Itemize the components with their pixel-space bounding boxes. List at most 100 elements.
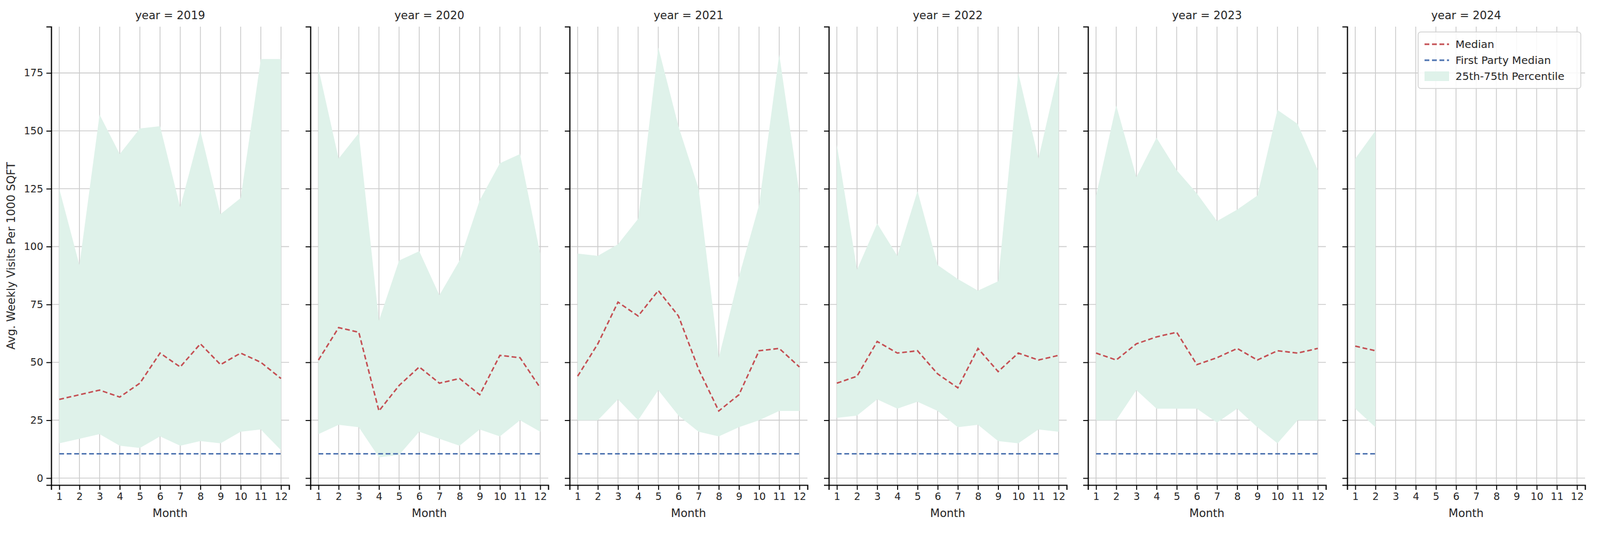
x-tick-mark	[1435, 485, 1437, 491]
x-tick: 2	[335, 485, 342, 503]
x-axis-line	[570, 485, 808, 491]
x-tick-mark	[1556, 485, 1558, 491]
legend-swatch	[1424, 71, 1450, 82]
y-tick: 125	[24, 182, 52, 195]
percentile-band	[318, 68, 541, 458]
x-tick-mark	[1236, 485, 1238, 491]
x-tick-mark	[597, 485, 599, 491]
x-tick-mark	[520, 485, 522, 491]
y-tick	[824, 188, 829, 190]
y-tick	[305, 304, 311, 306]
x-axis: 123456789101112	[829, 485, 1068, 503]
y-tick	[1342, 188, 1348, 190]
x-tick: 12	[1311, 485, 1325, 503]
figure: 1234567891011120255075100125150175year =…	[0, 0, 1600, 533]
x-tick-mark	[459, 485, 461, 491]
y-axis-line	[46, 27, 52, 486]
x-tick-mark	[438, 485, 440, 491]
x-tick-label: 8	[974, 490, 982, 503]
x-tick-mark	[718, 485, 720, 491]
y-axis-line	[1083, 27, 1089, 486]
series-line	[1096, 453, 1318, 455]
panel-title: year = 2022	[912, 9, 983, 22]
x-tick-label: 10	[493, 490, 507, 503]
x-tick: 10	[493, 485, 507, 503]
y-tick	[305, 130, 311, 132]
y-tick	[1342, 420, 1348, 421]
grid-line-x	[1536, 26, 1538, 486]
x-tick-label: 3	[874, 490, 881, 503]
x-tick-label: 9	[736, 490, 743, 503]
x-tick: 10	[1530, 485, 1544, 503]
x-tick-mark	[318, 485, 320, 491]
x-tick-mark	[1395, 485, 1397, 491]
grid-line-y	[569, 477, 808, 479]
x-tick-mark	[1297, 485, 1299, 491]
grid-line-y	[569, 72, 808, 74]
x-tick-label: 5	[1173, 490, 1181, 503]
y-tick	[564, 73, 570, 74]
y-tick-mark	[824, 362, 829, 364]
x-tick: 1	[1093, 485, 1100, 503]
x-tick-mark	[1317, 485, 1319, 491]
series-line	[577, 290, 800, 412]
y-tick-mark	[1342, 130, 1348, 132]
y-axis	[564, 27, 571, 486]
x-tick: 10	[234, 485, 248, 503]
grid	[828, 26, 1067, 486]
grid-line-y	[1347, 420, 1586, 422]
x-tick-label: 6	[416, 490, 423, 503]
x-tick-mark	[637, 485, 639, 491]
x-tick-label: 11	[772, 490, 786, 503]
x-tick-mark	[1536, 485, 1538, 491]
x-tick: 12	[1052, 485, 1066, 503]
x-tick-mark	[1516, 485, 1518, 491]
x-tick: 1	[834, 485, 841, 503]
x-axis: 123456789101112	[51, 485, 290, 503]
x-tick-mark	[779, 485, 781, 491]
y-tick	[824, 73, 829, 74]
x-tick: 5	[655, 485, 662, 503]
x-tick: 6	[675, 485, 683, 503]
y-tick	[1083, 478, 1088, 479]
x-tick-mark	[1058, 485, 1060, 491]
grid-line-x	[937, 26, 939, 486]
x-tick: 3	[355, 485, 363, 503]
x-tick-mark	[260, 485, 262, 491]
plot-area	[836, 70, 1059, 455]
y-axis-line	[1342, 27, 1348, 486]
x-axis-title: Month	[930, 507, 966, 520]
x-tick-mark	[1576, 485, 1578, 491]
x-tick-mark	[1355, 485, 1357, 491]
y-tick: 75	[30, 298, 52, 311]
y-tick	[1342, 362, 1348, 364]
x-tick: 2	[1372, 485, 1379, 503]
x-tick-mark	[1018, 485, 1020, 491]
x-tick-label: 4	[1153, 490, 1160, 503]
x-tick-label: 10	[234, 490, 248, 503]
x-tick-label: 2	[1372, 490, 1379, 503]
y-tick: 175	[24, 66, 52, 79]
x-tick-mark	[577, 485, 579, 491]
x-axis: 123456789101112	[1347, 485, 1586, 503]
y-tick-mark	[564, 246, 570, 248]
y-tick	[305, 420, 311, 421]
x-tick-label: 5	[655, 490, 662, 503]
y-tick-label: 25	[30, 414, 44, 427]
x-tick: 3	[874, 485, 881, 503]
y-tick	[1083, 130, 1088, 132]
legend: MedianFirst Party Median25th-75th Percen…	[1418, 32, 1581, 89]
y-tick: 50	[30, 356, 52, 368]
y-tick-mark	[824, 130, 829, 132]
y-tick	[1342, 130, 1348, 132]
x-tick-label: 8	[197, 490, 204, 503]
y-tick	[305, 188, 311, 190]
series-line	[318, 328, 541, 412]
x-tick: 6	[157, 485, 164, 503]
x-tick-label: 7	[954, 490, 962, 503]
x-tick-mark	[358, 485, 360, 491]
legend-box	[1418, 32, 1581, 89]
y-tick-label: 75	[30, 298, 44, 311]
y-axis: 0255075100125150175	[24, 27, 52, 486]
x-tick-mark	[876, 485, 878, 491]
